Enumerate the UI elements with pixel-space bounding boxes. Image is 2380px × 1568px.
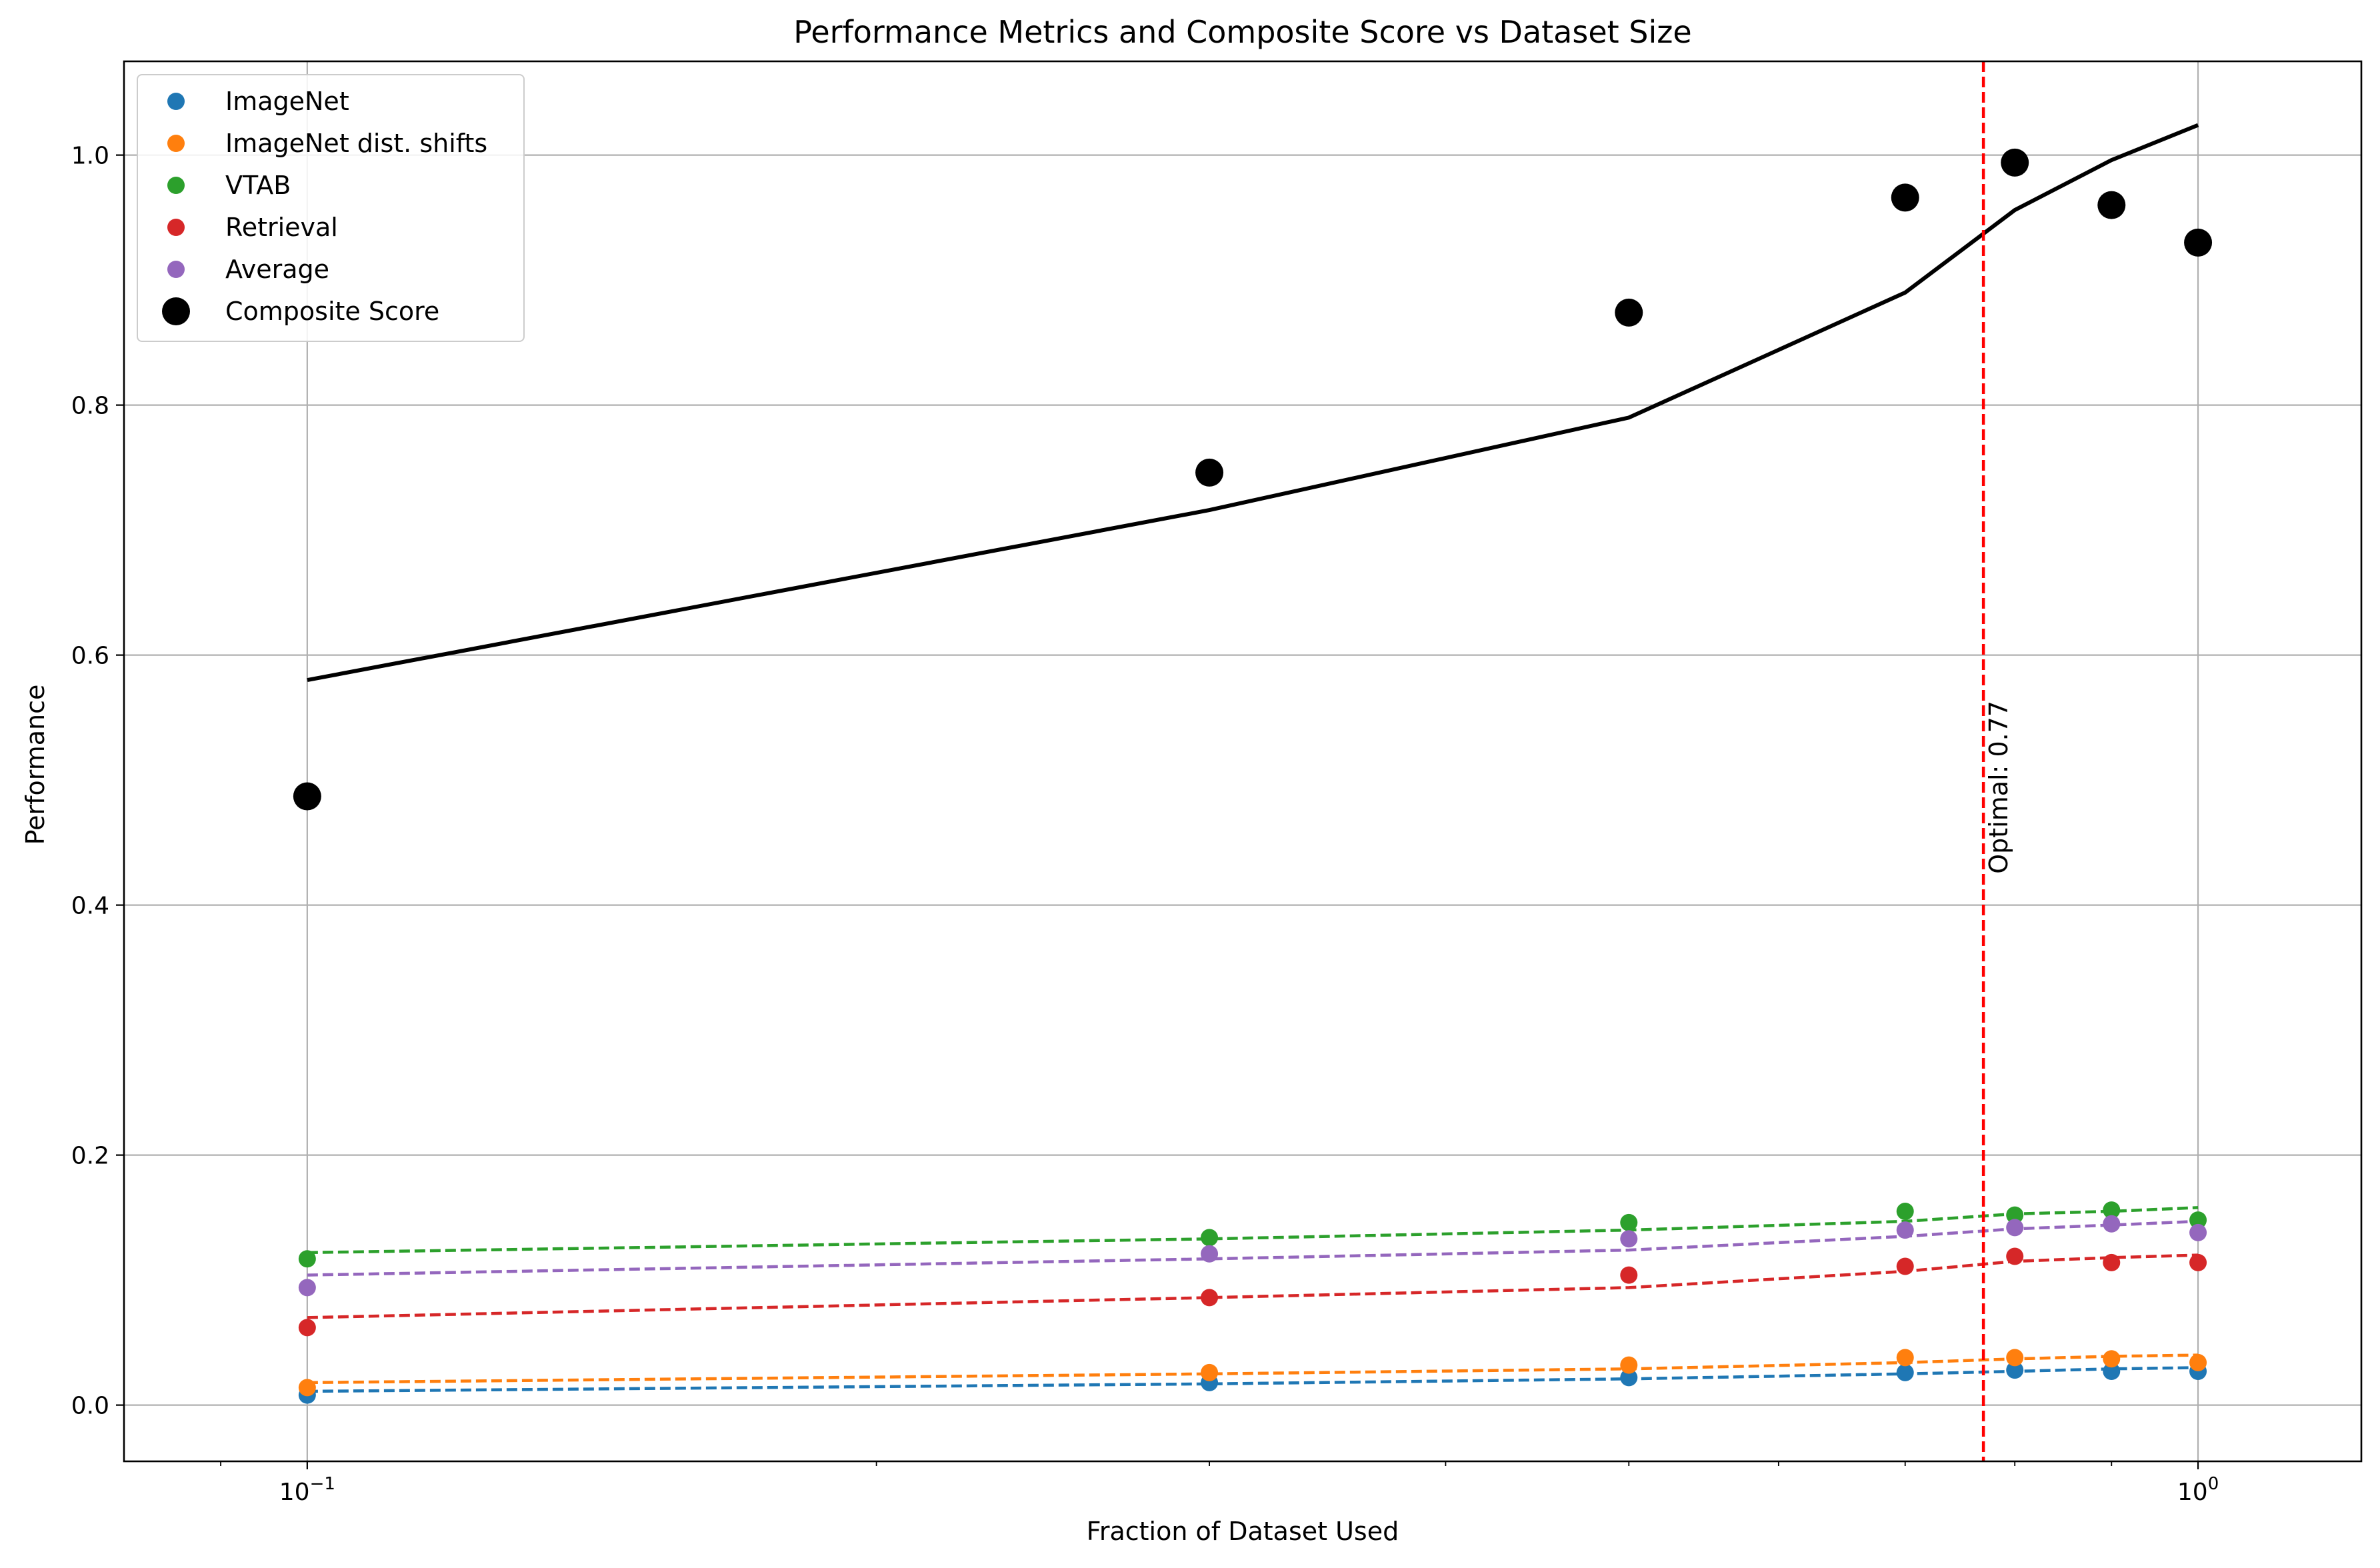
legend-label-0: ImageNet — [225, 87, 349, 116]
point-s2-2 — [1620, 1213, 1638, 1231]
y-tick-label-5: 1.0 — [71, 143, 109, 170]
y-tick-label-4: 0.8 — [71, 393, 109, 420]
y-tick-label-1: 0.2 — [71, 1143, 109, 1170]
legend-label-4: Average — [225, 255, 329, 284]
x-tick-label-1: 100 — [2177, 1474, 2219, 1506]
legend-marker-2 — [167, 177, 185, 194]
axis-ticks-layer: 0.0 0.2 0.4 0.6 0.8 1.0 10−1 100 — [71, 143, 2219, 1506]
data-points-layer — [293, 148, 2213, 1404]
point-s3-6 — [2189, 1253, 2207, 1271]
chart-title: Performance Metrics and Composite Score … — [793, 14, 1691, 50]
point-s4-0 — [298, 1279, 316, 1297]
point-s3-0 — [298, 1319, 316, 1337]
point-s2-0 — [298, 1250, 316, 1268]
legend-label-1: ImageNet dist. shifts — [225, 129, 487, 158]
point-s4-6 — [2189, 1223, 2207, 1241]
x-tick-label-0: 10−1 — [279, 1474, 335, 1506]
point-s2-5 — [2103, 1201, 2121, 1219]
point-s1-4 — [2006, 1349, 2024, 1367]
point-s3-3 — [1896, 1257, 1914, 1275]
point-s2-4 — [2006, 1206, 2024, 1224]
optimal-line-layer: Optimal: 0.77 — [1981, 61, 2013, 1461]
point-s1-2 — [1620, 1356, 1638, 1374]
point-s5-0 — [293, 782, 321, 811]
point-s0-4 — [2006, 1361, 2024, 1379]
legend-label-5: Composite Score — [225, 297, 439, 326]
point-s5-3 — [1891, 183, 1919, 212]
point-s3-1 — [1201, 1289, 1219, 1307]
point-s2-1 — [1201, 1229, 1219, 1247]
fit-line-5 — [307, 123, 2199, 683]
x-axis-label: Fraction of Dataset Used — [1087, 1517, 1399, 1546]
legend: ImageNet ImageNet dist. shifts VTAB Retriev… — [137, 74, 525, 342]
point-s0-5 — [2103, 1363, 2121, 1380]
point-s1-1 — [1201, 1363, 1219, 1381]
point-s4-1 — [1201, 1245, 1219, 1263]
point-s5-1 — [1195, 458, 1224, 487]
legend-marker-0 — [167, 93, 185, 110]
point-s0-3 — [1896, 1363, 1914, 1381]
point-s5-4 — [2001, 148, 2029, 177]
legend-label-3: Retrieval — [225, 213, 338, 242]
point-s4-4 — [2006, 1219, 2024, 1237]
y-tick-label-2: 0.4 — [71, 893, 109, 920]
legend-marker-3 — [167, 219, 185, 236]
legend-marker-4 — [167, 261, 185, 278]
point-s4-3 — [1896, 1221, 1914, 1239]
point-s5-5 — [2097, 191, 2126, 219]
y-tick-label-0: 0.0 — [71, 1393, 109, 1420]
optimal-annotation: Optimal: 0.77 — [1984, 701, 2013, 874]
point-s2-6 — [2189, 1211, 2207, 1229]
legend-label-2: VTAB — [225, 171, 291, 200]
y-tick-label-3: 0.6 — [71, 643, 109, 670]
plot-area-frame — [123, 60, 2363, 1463]
point-s3-2 — [1620, 1266, 1638, 1284]
point-s0-2 — [1620, 1369, 1638, 1387]
point-s1-3 — [1896, 1349, 1914, 1367]
point-s3-4 — [2006, 1247, 2024, 1265]
legend-marker-5 — [162, 297, 190, 325]
point-s1-6 — [2189, 1353, 2207, 1371]
legend-frame — [137, 74, 525, 342]
point-s1-0 — [298, 1379, 316, 1397]
point-s4-2 — [1620, 1230, 1638, 1248]
point-s5-6 — [2184, 228, 2213, 257]
legend-marker-1 — [167, 135, 185, 152]
point-s1-5 — [2103, 1350, 2121, 1368]
fit-line-2 — [307, 1206, 2199, 1255]
point-s3-5 — [2103, 1253, 2121, 1271]
point-s4-5 — [2103, 1215, 2121, 1233]
y-axis-label: Performance — [21, 685, 50, 845]
point-s2-3 — [1896, 1203, 1914, 1220]
point-s5-2 — [1615, 298, 1643, 327]
